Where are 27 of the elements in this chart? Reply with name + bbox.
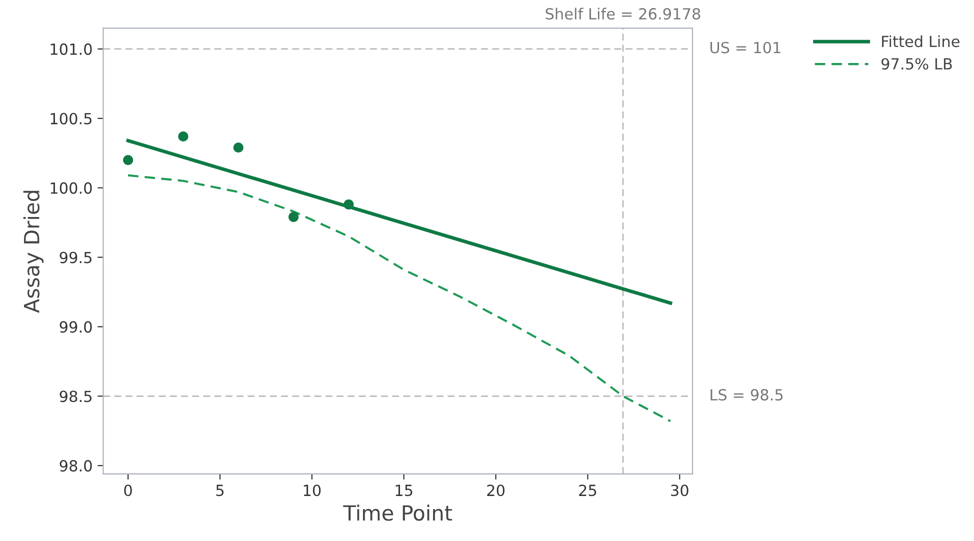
x-tick-label: 30	[671, 484, 688, 496]
y-tick-label: 99.0	[60, 321, 92, 333]
y-tick-label: 98.5	[60, 390, 92, 402]
line-series	[127, 174, 672, 422]
legend-label: Fitted Line	[882, 35, 960, 48]
x-tick-label: 15	[396, 484, 412, 496]
point	[233, 142, 244, 153]
y-tick-label: 99.5	[60, 252, 92, 264]
point	[344, 199, 354, 210]
point	[122, 154, 134, 166]
x-tick-label: 20	[487, 484, 504, 496]
x-tick-label: 25	[579, 484, 596, 496]
x-tick-label: 10	[304, 484, 321, 496]
legend-label: 97.5% LB	[882, 58, 952, 70]
y-axis-title: Assay Dried	[23, 190, 44, 313]
point	[178, 131, 188, 142]
ref-line-label: LS = 98.5	[710, 389, 783, 401]
x-tick-label: 0	[124, 484, 132, 496]
point	[288, 212, 299, 222]
y-tick-label: 101.0	[50, 43, 92, 55]
x-tick-label: 5	[216, 484, 224, 496]
ref-line-label: Shelf Life = 26.9178	[546, 8, 700, 20]
ref-line-label: US = 101	[710, 42, 780, 54]
x-axis-title: Time Point	[343, 504, 452, 521]
y-tick-label: 98.0	[60, 460, 92, 472]
y-tick-label: 100.0	[50, 182, 92, 194]
y-tick-label: 100.5	[50, 112, 92, 124]
